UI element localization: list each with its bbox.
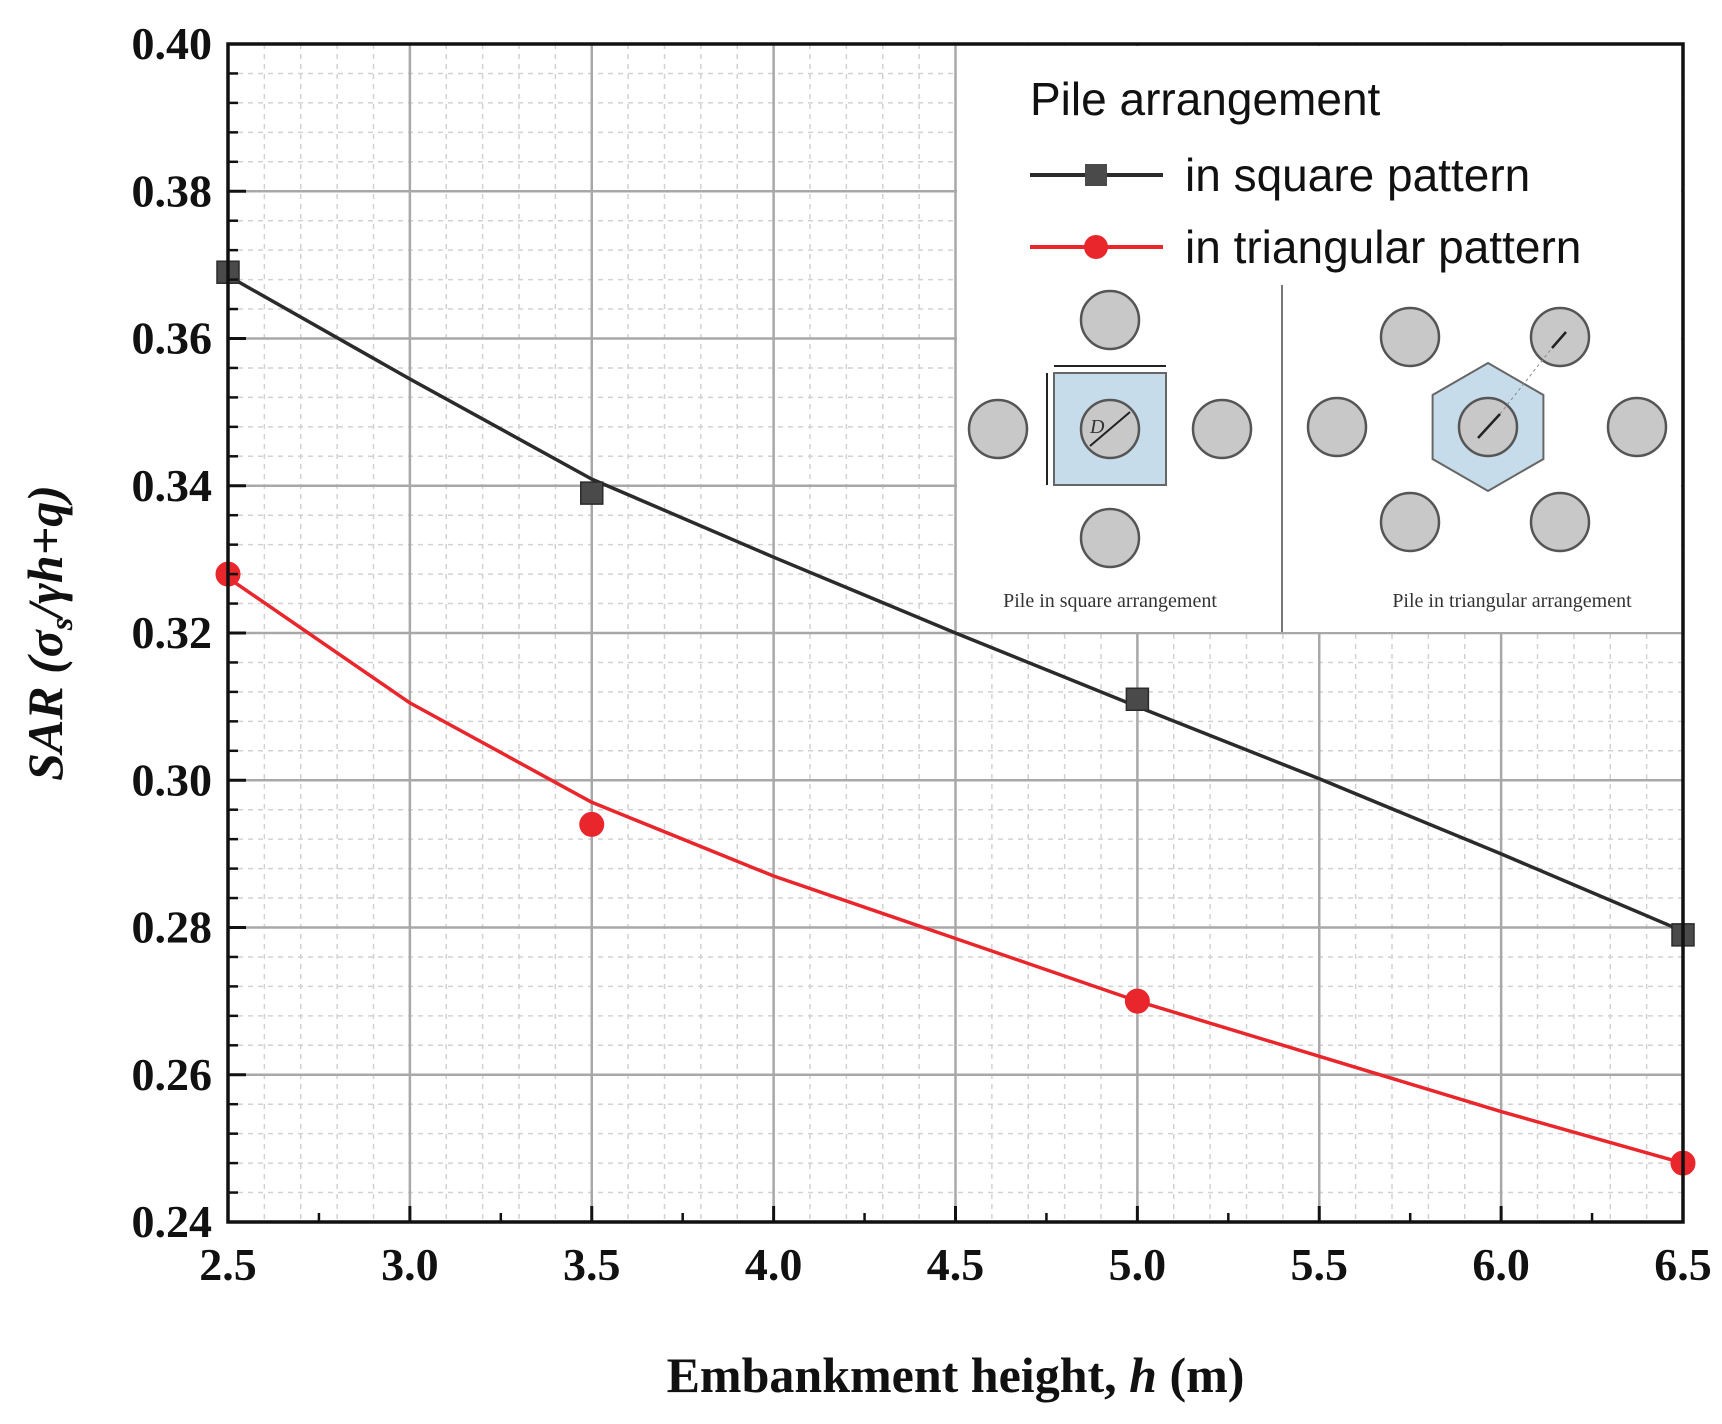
diameter-arrow <box>1089 411 1131 447</box>
x-tick-label: 5.5 <box>1291 1239 1349 1290</box>
x-tick-label: 4.5 <box>927 1239 985 1290</box>
data-point-triangular <box>579 811 605 837</box>
legend-label-triangular: in triangular pattern <box>1185 221 1581 273</box>
pile-circle <box>1079 507 1141 569</box>
legend-label-square: in square pattern <box>1185 149 1530 201</box>
x-tick-label: 3.0 <box>381 1239 439 1290</box>
y-tick-label: 0.26 <box>132 1049 213 1100</box>
square-arrangement-caption: Pile in square arrangement <box>1003 590 1217 612</box>
series-line-square <box>227 274 1684 933</box>
pile-circle <box>1606 396 1668 458</box>
x-tick-label: 6.5 <box>1654 1239 1712 1290</box>
data-point-triangular <box>1124 988 1150 1014</box>
legend-inset: Pile arrangement in square pattern in tria… <box>957 46 1681 632</box>
legend-marker-square <box>1085 164 1107 186</box>
series-line-triangular <box>227 576 1684 1165</box>
y-axis-title: SAR (σs/γh+q) <box>17 485 79 781</box>
pile-circle <box>1079 289 1141 351</box>
x-tick-label: 2.5 <box>199 1239 257 1290</box>
y-tick-label: 0.30 <box>132 754 213 805</box>
x-tick-label: 5.0 <box>1109 1239 1167 1290</box>
axis-labels: 2.5 3.0 3.5 4.0 4.5 5.0 5.5 6.0 6.5 0.24 0.26 0.28 0… <box>17 18 1712 1403</box>
x-tick-label: 6.0 <box>1472 1239 1530 1290</box>
pile-circle <box>967 398 1029 460</box>
axes <box>226 42 1685 1224</box>
pile-circle <box>1306 396 1368 458</box>
y-tick-label: 0.24 <box>132 1196 213 1247</box>
y-tick-label: 0.38 <box>132 165 213 216</box>
x-tick-label: 4.0 <box>745 1239 803 1290</box>
radius-arrow <box>1477 413 1501 439</box>
pile-circle <box>1379 306 1441 368</box>
data-point-square <box>580 481 604 505</box>
x-tick-label: 3.5 <box>563 1239 621 1290</box>
radius-arrow <box>1551 331 1567 349</box>
y-tick-label: 0.28 <box>132 902 213 953</box>
series-lines <box>227 274 1684 1165</box>
y-tick-label: 0.36 <box>132 313 213 364</box>
y-tick-label: 0.32 <box>132 607 213 658</box>
y-tick-label: 0.34 <box>132 460 213 511</box>
diameter-label: D <box>1089 416 1105 438</box>
spacing-guide <box>1499 347 1553 415</box>
pile-circle <box>1379 491 1441 553</box>
legend-title: Pile arrangement <box>1030 73 1381 125</box>
triangular-arrangement-caption: Pile in triangular arrangement <box>1392 590 1632 612</box>
data-point-square <box>1125 687 1150 712</box>
pile-circle <box>1191 398 1253 460</box>
pile-circle <box>1529 491 1591 553</box>
legend-marker-circle <box>1084 235 1108 259</box>
x-axis-title: Embankment height, h (m) <box>667 1347 1245 1403</box>
y-tick-label: 0.40 <box>132 18 213 69</box>
